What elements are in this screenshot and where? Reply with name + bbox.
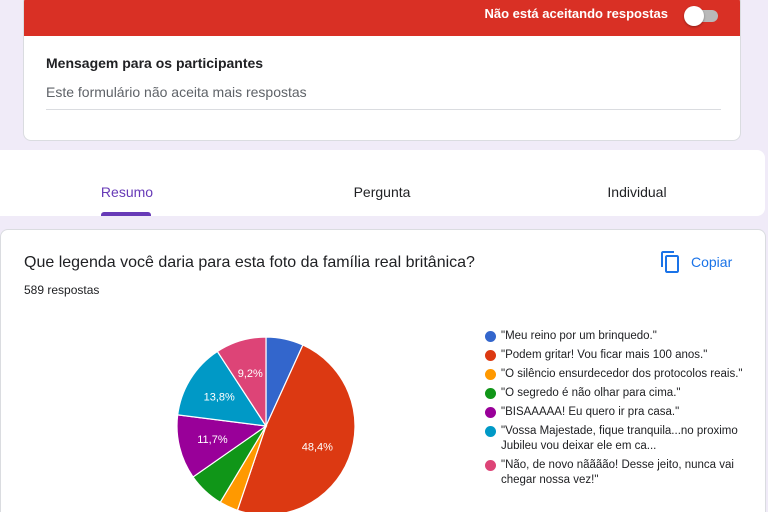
legend-label-1: "Podem gritar! Vou ficar mais 100 anos." bbox=[501, 349, 708, 361]
tab-bar: Resumo Pergunta Individual bbox=[0, 150, 765, 216]
legend-swatch-2 bbox=[485, 369, 496, 380]
pie-slice-4[interactable] bbox=[176, 414, 268, 478]
copy-label: Copiar bbox=[691, 254, 733, 270]
legend-label-6: "Não, de novo nãããão! Desse jeito, nunca… bbox=[501, 459, 734, 486]
legend-item-1: "Podem gritar! Vou ficar mais 100 anos." bbox=[485, 348, 745, 363]
question-title: Que legenda você daria para esta foto da… bbox=[24, 254, 475, 271]
tab-individual[interactable]: Individual bbox=[607, 184, 667, 200]
legend-label-3: "O segredo é não olhar para cima." bbox=[501, 387, 681, 399]
legend-swatch-4 bbox=[485, 407, 496, 418]
pie-slice-6[interactable] bbox=[216, 336, 267, 429]
legend-swatch-3 bbox=[485, 388, 496, 399]
legend-swatch-6 bbox=[485, 460, 496, 471]
responses-status-banner: Não está aceitando respostas bbox=[24, 0, 740, 36]
chart-legend: "Meu reino por um brinquedo." "Podem grit… bbox=[485, 329, 745, 492]
legend-item-3: "O segredo é não olhar para cima." bbox=[485, 386, 745, 401]
legend-label-2: "O silêncio ensurdecedor dos protocolos … bbox=[501, 368, 743, 380]
legend-item-2: "O silêncio ensurdecedor dos protocolos … bbox=[485, 367, 745, 382]
pie-slice-5[interactable] bbox=[177, 350, 268, 427]
pie-slice-label-1: 48,4% bbox=[302, 441, 333, 453]
legend-label-5: "Vossa Majestade, fique tranquila...no p… bbox=[501, 425, 738, 452]
legend-swatch-1 bbox=[485, 350, 496, 361]
pie-slice-label-6: 9,2% bbox=[238, 368, 263, 380]
legend-item-4: "BISAAAAA! Eu quero ir pra casa." bbox=[485, 405, 745, 420]
active-tab-indicator bbox=[101, 212, 151, 216]
legend-swatch-5 bbox=[485, 426, 496, 437]
tab-resumo[interactable]: Resumo bbox=[100, 184, 154, 200]
legend-item-5: "Vossa Majestade, fique tranquila...no p… bbox=[485, 424, 745, 454]
message-field[interactable]: Este formulário não aceita mais resposta… bbox=[46, 83, 721, 110]
legend-item-6: "Não, de novo nãããão! Desse jeito, nunca… bbox=[485, 458, 745, 488]
responses-settings-card: Não está aceitando respostas Mensagem pa… bbox=[23, 0, 741, 141]
copy-icon bbox=[661, 251, 679, 273]
pie-slice-1[interactable] bbox=[236, 344, 356, 512]
legend-label-4: "BISAAAAA! Eu quero ir pra casa." bbox=[501, 406, 680, 418]
pie-slice-label-4: 11,7% bbox=[197, 434, 228, 446]
toggle-thumb bbox=[684, 6, 704, 26]
responses-pie-chart: 48,4% 11,7% 13,8%9,2% bbox=[176, 336, 356, 512]
tab-pergunta[interactable]: Pergunta bbox=[353, 184, 411, 200]
response-count: 589 respostas bbox=[24, 283, 100, 297]
pie-slice-label-5: 13,8% bbox=[204, 392, 235, 404]
accepting-responses-label: Não está aceitando respostas bbox=[484, 6, 668, 21]
message-title: Mensagem para os participantes bbox=[46, 55, 264, 71]
copy-chart-button[interactable]: Copiar bbox=[659, 248, 732, 276]
question-summary-card: Que legenda você daria para esta foto da… bbox=[0, 229, 766, 512]
accepting-responses-toggle[interactable] bbox=[684, 5, 720, 26]
legend-label-0: "Meu reino por um brinquedo." bbox=[501, 330, 657, 342]
legend-swatch-0 bbox=[485, 331, 496, 342]
legend-item-0: "Meu reino por um brinquedo." bbox=[485, 329, 745, 344]
